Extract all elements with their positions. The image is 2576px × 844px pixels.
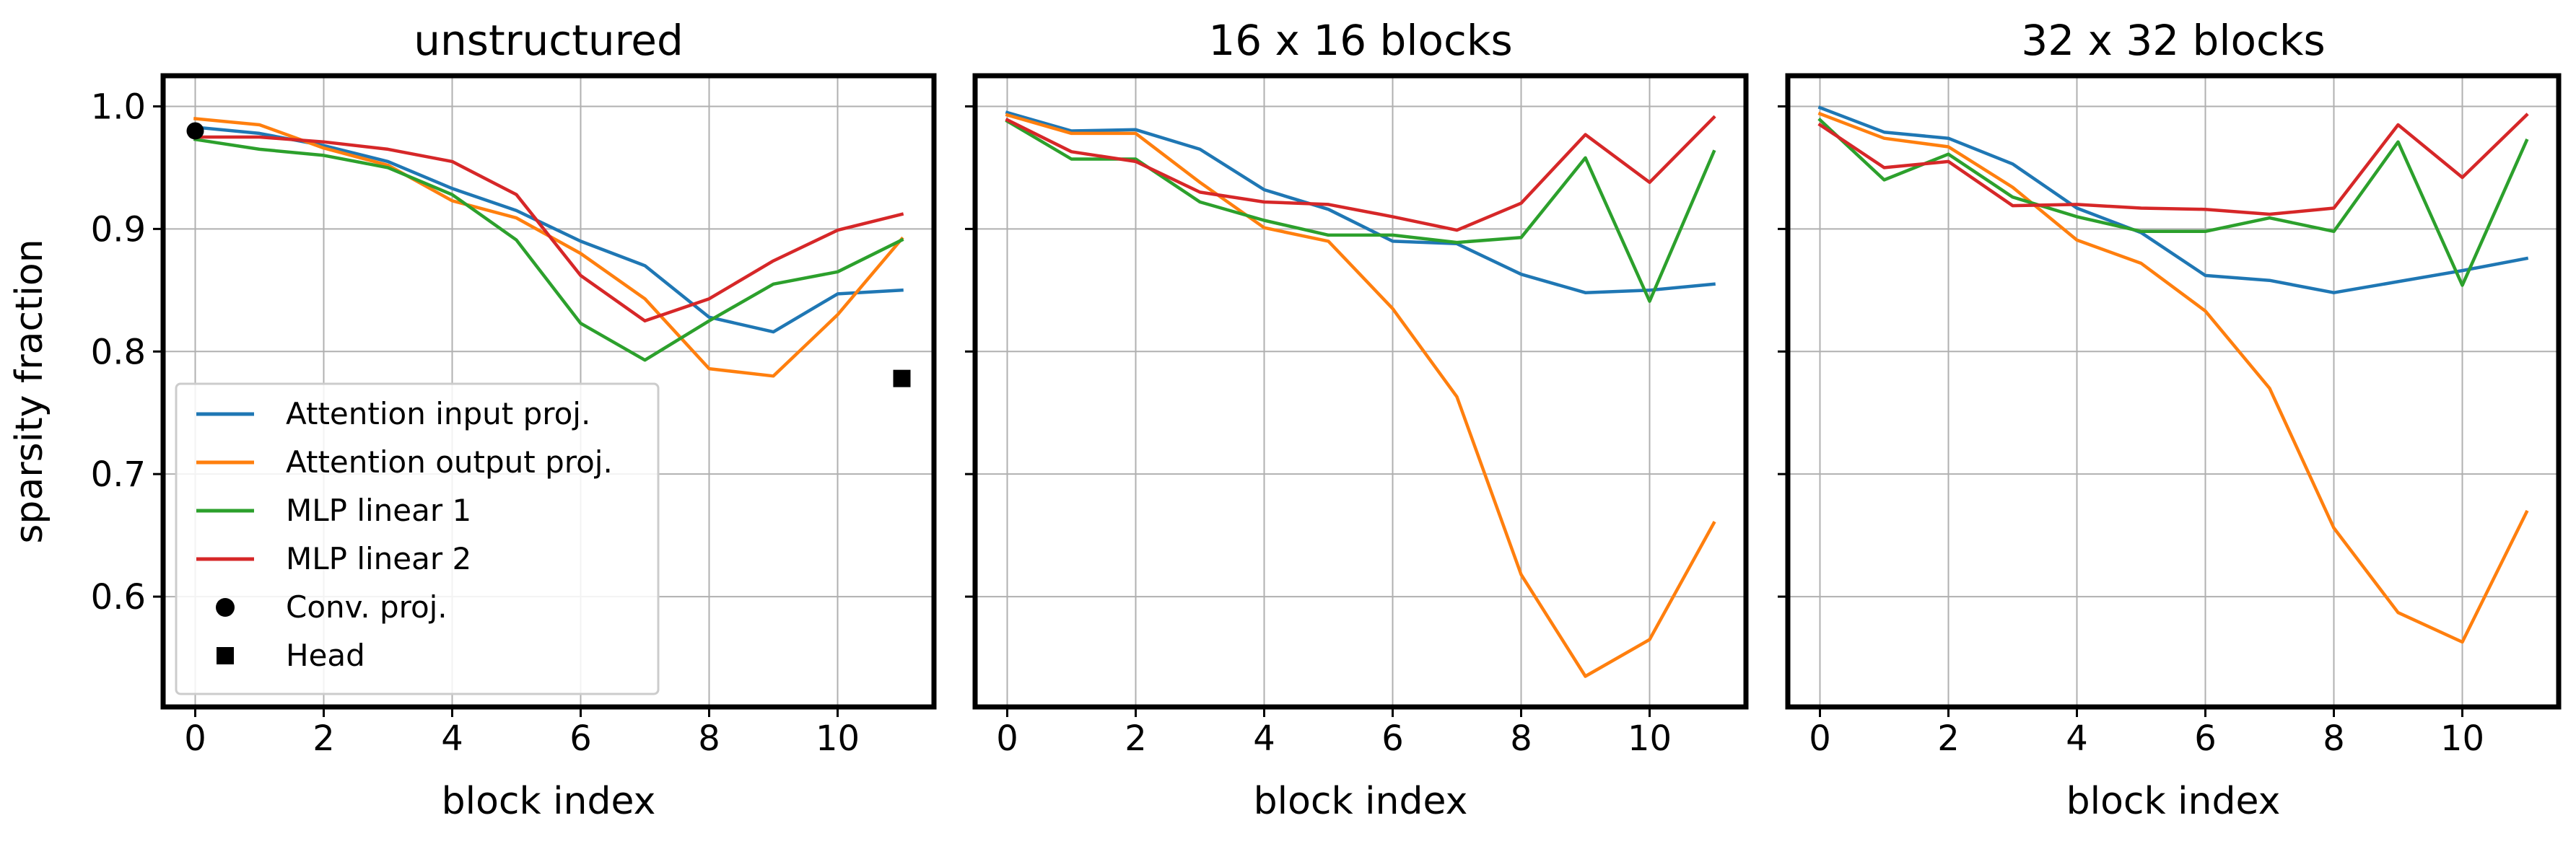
series-line-1 <box>1817 105 2529 294</box>
legend: Attention input proj. Attention output pr… <box>175 382 660 695</box>
x-tick-label: 0 <box>996 718 1018 759</box>
legend-label: MLP linear 1 <box>286 493 471 528</box>
legend-swatch-circle <box>216 598 235 617</box>
series-line-2 <box>1005 113 1716 678</box>
x-tick-label: 2 <box>1937 718 1960 759</box>
grid <box>1788 76 2559 707</box>
x-tick-label: 6 <box>569 718 592 759</box>
y-axis-label: sparsity fraction <box>8 239 51 543</box>
plot-frame <box>160 73 937 710</box>
x-tick-label: 10 <box>816 718 860 759</box>
series-group <box>1005 110 1716 678</box>
x-tick-label: 2 <box>313 718 335 759</box>
x-tick-label: 0 <box>1809 718 1831 759</box>
series-line-3 <box>1817 118 2529 287</box>
chart-panel-3: 0 2 4 6 8 10 32 x 32 blocks block index <box>1778 16 2562 823</box>
x-tick-label: 8 <box>1510 718 1532 759</box>
legend-box <box>175 382 660 695</box>
plot-frame <box>1785 73 2562 710</box>
chart-title: unstructured <box>414 16 684 65</box>
x-tick-label: 8 <box>2323 718 2345 759</box>
legend-label: MLP linear 2 <box>286 541 471 576</box>
series-line-4 <box>1817 113 2529 216</box>
x-tick-label: 8 <box>698 718 720 759</box>
x-tick-label: 6 <box>1381 718 1404 759</box>
legend-label: Head <box>286 638 365 673</box>
legend-swatch-square <box>217 647 234 664</box>
x-tick-label: 10 <box>2440 718 2484 759</box>
y-tick-label: 0.7 <box>91 454 146 495</box>
marker-head <box>893 369 911 387</box>
chart-panel-2: 0 2 4 6 8 10 16 x 16 blocks block index <box>965 16 1749 823</box>
chart-title: 32 x 32 blocks <box>2021 16 2325 65</box>
y-tick-label: 0.8 <box>91 332 146 372</box>
chart-panel-1: 0 2 4 6 8 10 0.6 0.7 0.8 0.9 1.0 unstructured block … <box>8 16 937 823</box>
series-line-4 <box>193 135 904 323</box>
legend-label: Attention output proj. <box>286 444 613 480</box>
series-line-2 <box>1817 111 2529 644</box>
series-line-1 <box>1005 110 1716 294</box>
chart-title: 16 x 16 blocks <box>1208 16 1512 65</box>
x-tick-label: 6 <box>2194 718 2217 759</box>
marker-conv-proj <box>186 122 204 140</box>
plot-frame <box>972 73 1749 710</box>
x-axis-label: block index <box>1254 780 1468 823</box>
series-group <box>193 117 904 378</box>
legend-label: Conv. proj. <box>286 589 447 625</box>
x-tick-label: 4 <box>2066 718 2088 759</box>
x-tick-label: 4 <box>1253 718 1275 759</box>
series-group <box>1817 105 2529 644</box>
y-tick-label: 1.0 <box>91 87 146 127</box>
series-line-3 <box>193 137 904 362</box>
x-tick-label: 10 <box>1628 718 1672 759</box>
y-tick-label: 0.6 <box>91 577 146 617</box>
legend-label: Attention input proj. <box>286 396 590 431</box>
x-axis-label: block index <box>442 780 656 823</box>
x-tick-label: 2 <box>1125 718 1147 759</box>
x-tick-label: 0 <box>184 718 206 759</box>
series-line-4 <box>1005 115 1716 232</box>
x-axis-label: block index <box>2066 780 2281 823</box>
y-tick-label: 0.9 <box>91 209 146 250</box>
x-tick-label: 4 <box>441 718 463 759</box>
